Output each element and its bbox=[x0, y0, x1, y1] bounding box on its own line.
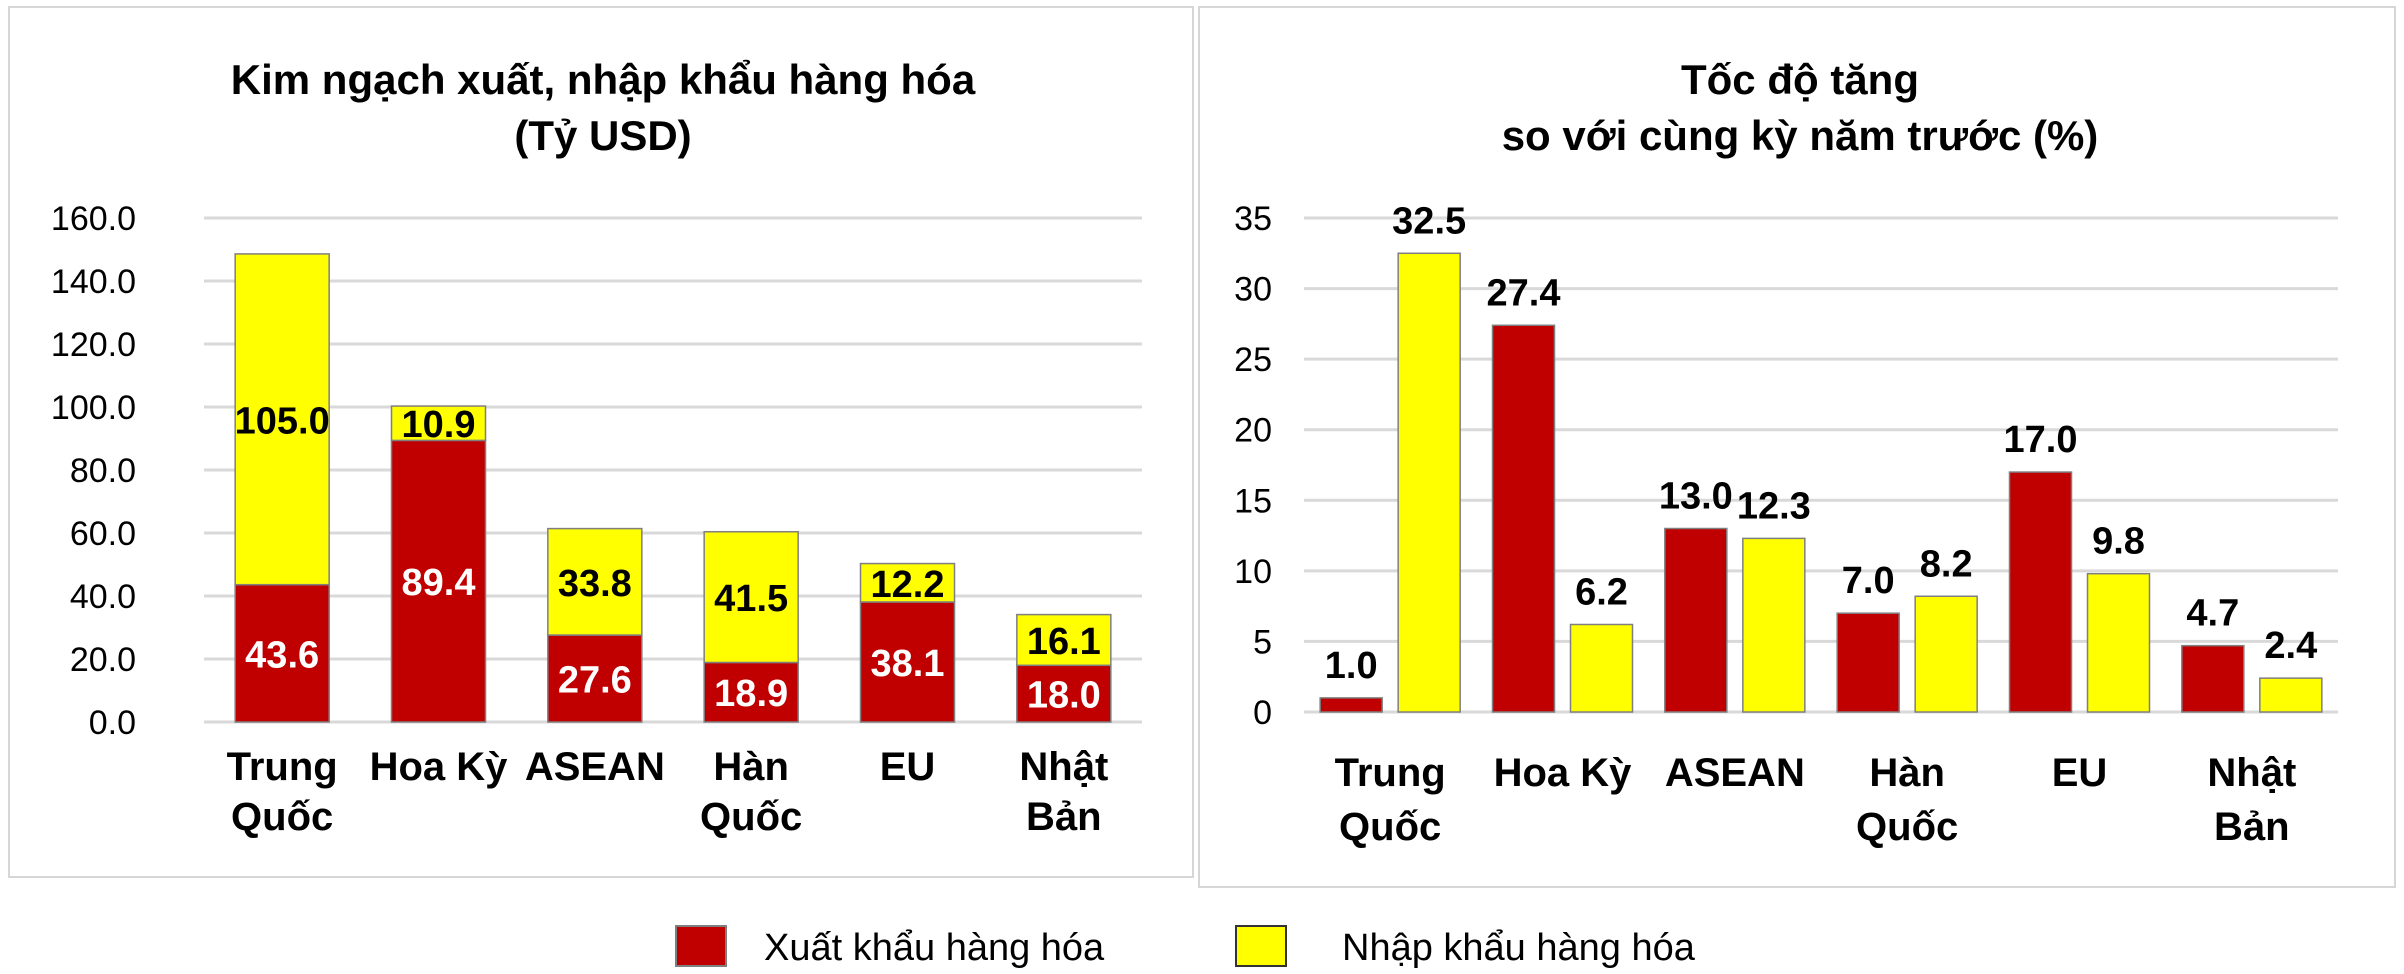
y-tick-label: 60.0 bbox=[70, 515, 136, 553]
y-tick-label: 140.0 bbox=[51, 263, 136, 301]
legend-swatch-import bbox=[1235, 925, 1287, 967]
x-category-label: Quốc bbox=[1339, 805, 1441, 849]
bar-export bbox=[1664, 527, 1728, 713]
y-tick-label: 20.0 bbox=[70, 641, 136, 679]
chart-title-line2: (Tỷ USD) bbox=[514, 112, 691, 159]
bar-import bbox=[703, 530, 799, 664]
data-label-export: 18.9 bbox=[714, 673, 788, 715]
data-label-export: 27.6 bbox=[558, 660, 632, 702]
y-tick-label: 30 bbox=[1234, 271, 1272, 309]
data-label-import: 6.2 bbox=[1575, 571, 1628, 613]
bar-export bbox=[234, 583, 330, 723]
data-label-export: 7.0 bbox=[1842, 560, 1895, 602]
y-tick-label: 160.0 bbox=[51, 200, 136, 238]
y-tick-label: 0.0 bbox=[89, 704, 136, 742]
y-tick-label: 40.0 bbox=[70, 578, 136, 616]
y-tick-label: 15 bbox=[1234, 482, 1272, 520]
data-label-import: 16.1 bbox=[1027, 621, 1101, 663]
y-tick-label: 10 bbox=[1234, 553, 1272, 591]
x-category-label: Hàn bbox=[713, 745, 789, 789]
x-category-label: Quốc bbox=[700, 795, 802, 839]
bar-import bbox=[1569, 623, 1634, 713]
data-label-import: 32.5 bbox=[1392, 200, 1466, 242]
data-label-export: 13.0 bbox=[1659, 476, 1733, 518]
data-label-export: 27.4 bbox=[1487, 272, 1561, 314]
bar-export bbox=[1836, 612, 1900, 713]
x-category-label: Hoa Kỳ bbox=[1494, 751, 1633, 795]
y-tick-label: 120.0 bbox=[51, 326, 136, 364]
bar-import bbox=[859, 562, 956, 603]
data-label-import: 2.4 bbox=[2264, 625, 2317, 667]
data-label-import: 10.9 bbox=[402, 404, 476, 446]
bar-import bbox=[234, 253, 330, 586]
legend-label-import: Nhập khẩu hàng hóa bbox=[1342, 927, 1696, 969]
data-label-export: 43.6 bbox=[245, 634, 319, 676]
x-category-label: Nhật bbox=[2207, 751, 2296, 795]
bar-import bbox=[1742, 537, 1806, 713]
panel-trade-value: Kim ngạch xuất, nhập khẩu hàng hóa (Tỷ U… bbox=[8, 6, 1194, 878]
legend-label-export: Xuất khẩu hàng hóa bbox=[764, 927, 1105, 969]
x-category-label: Quốc bbox=[231, 795, 333, 839]
x-category-label: Nhật bbox=[1019, 745, 1108, 789]
bar-import bbox=[2259, 677, 2323, 713]
chart-title-line2: so với cùng kỳ năm trước (%) bbox=[1502, 112, 2099, 159]
bar-export bbox=[1319, 697, 1383, 713]
data-label-import: 12.2 bbox=[871, 564, 945, 606]
x-category-label: Bản bbox=[1026, 795, 1102, 839]
chart-growth-rate: Tốc độ tăng so với cùng kỳ năm trước (%)… bbox=[1234, 56, 2338, 849]
bar-import bbox=[390, 405, 487, 442]
bar-import bbox=[1016, 613, 1112, 667]
x-category-label: ASEAN bbox=[1665, 751, 1805, 795]
x-category-label: Trung bbox=[1335, 751, 1446, 795]
y-tick-label: 20 bbox=[1234, 412, 1272, 450]
data-label-import: 12.3 bbox=[1737, 485, 1811, 527]
data-label-export: 4.7 bbox=[2186, 593, 2239, 635]
x-category-label: Bản bbox=[2214, 805, 2290, 849]
x-category-label: EU bbox=[2052, 751, 2108, 795]
x-category-label: Hàn bbox=[1869, 751, 1945, 795]
chart-title-line1: Kim ngạch xuất, nhập khẩu hàng hóa bbox=[231, 56, 976, 103]
data-label-import: 9.8 bbox=[2092, 521, 2145, 563]
bar-export bbox=[547, 634, 643, 723]
data-label-export: 89.4 bbox=[402, 562, 476, 604]
chart-trade-value: Kim ngạch xuất, nhập khẩu hàng hóa (Tỷ U… bbox=[51, 56, 1142, 839]
legend-swatch-export bbox=[675, 925, 727, 967]
y-tick-label: 80.0 bbox=[70, 452, 136, 490]
data-label-import: 41.5 bbox=[714, 578, 788, 620]
data-label-export: 18.0 bbox=[1027, 675, 1101, 717]
x-category-label: EU bbox=[880, 745, 936, 789]
chart-title-line1: Tốc độ tăng bbox=[1681, 56, 1919, 103]
bar-export bbox=[2008, 471, 2073, 713]
bar-import bbox=[547, 527, 643, 636]
x-category-label: ASEAN bbox=[525, 745, 665, 789]
bar-import bbox=[1914, 595, 1978, 713]
x-category-label: Quốc bbox=[1856, 805, 1958, 849]
bar-export bbox=[859, 601, 956, 723]
y-tick-label: 25 bbox=[1234, 341, 1272, 379]
panel-growth-rate: Tốc độ tăng so với cùng kỳ năm trước (%)… bbox=[1198, 6, 2396, 888]
y-tick-label: 5 bbox=[1253, 623, 1272, 661]
data-label-export: 17.0 bbox=[2004, 419, 2078, 461]
x-category-label: Hoa Kỳ bbox=[370, 745, 509, 789]
y-tick-label: 100.0 bbox=[51, 389, 136, 427]
bar-import bbox=[2086, 572, 2151, 713]
bar-import bbox=[1397, 252, 1461, 713]
data-label-export: 1.0 bbox=[1325, 645, 1378, 687]
bar-export bbox=[390, 439, 487, 723]
data-label-export: 38.1 bbox=[871, 643, 945, 685]
data-label-import: 33.8 bbox=[558, 563, 632, 605]
y-tick-label: 35 bbox=[1234, 200, 1272, 238]
data-label-import: 8.2 bbox=[1920, 543, 1973, 585]
bar-export bbox=[1491, 324, 1556, 713]
y-tick-label: 0 bbox=[1253, 694, 1272, 732]
x-category-label: Trung bbox=[227, 745, 338, 789]
bar-export bbox=[2181, 644, 2245, 713]
data-label-import: 105.0 bbox=[235, 400, 330, 442]
